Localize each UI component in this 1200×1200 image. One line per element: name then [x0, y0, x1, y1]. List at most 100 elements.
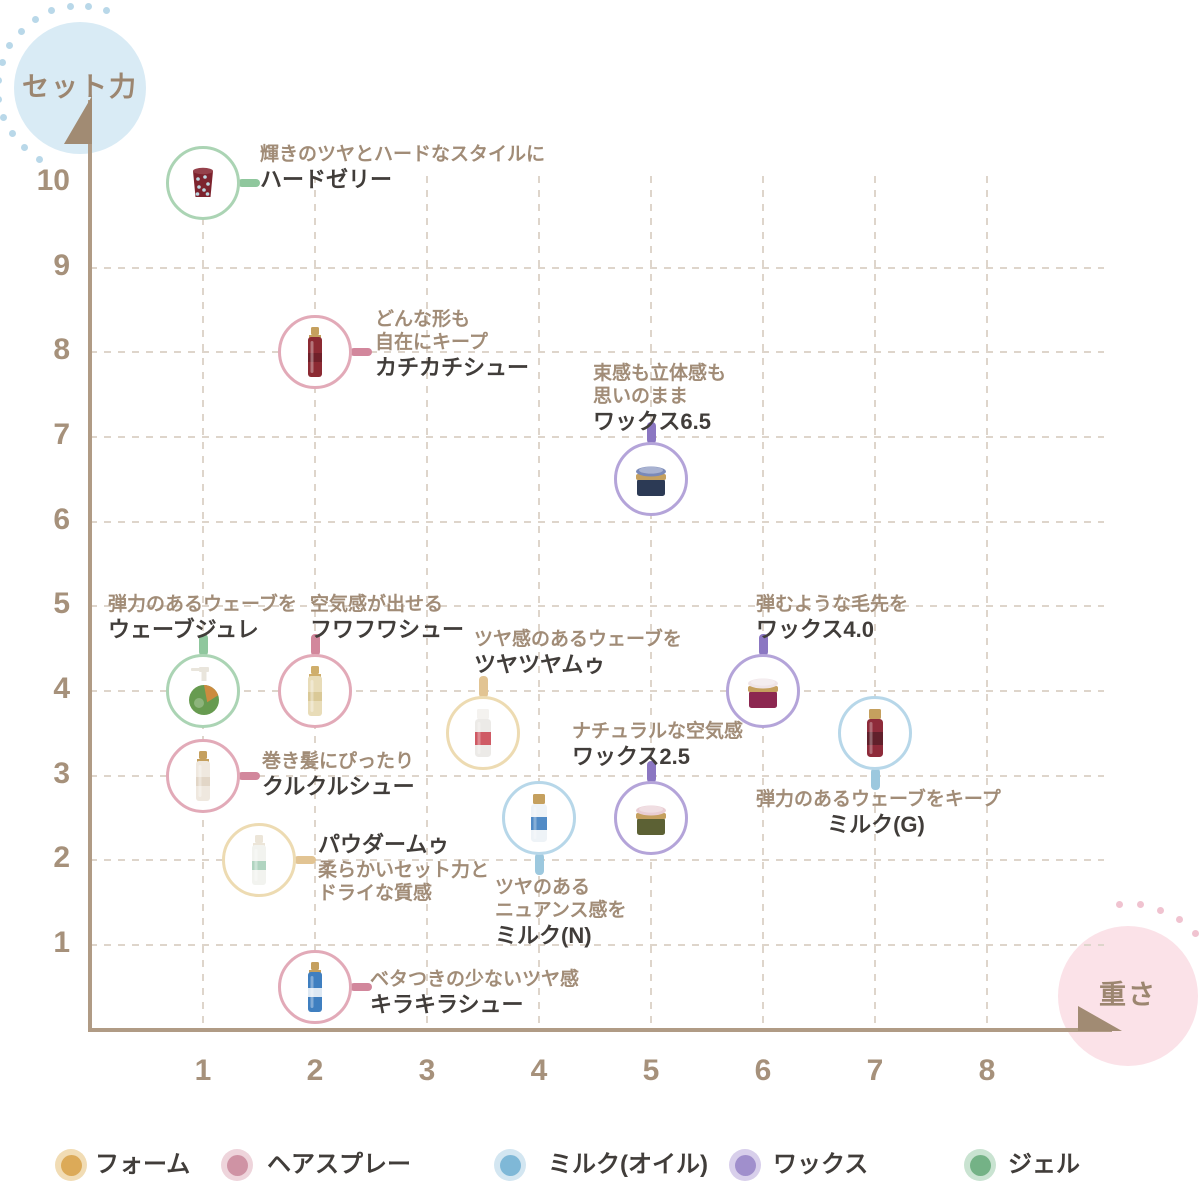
product-name: ウェーブジュレ — [108, 616, 259, 642]
product-desc: 弾力のあるウェーブを — [108, 593, 297, 615]
product-name: ツヤツヤムゥ — [474, 652, 606, 678]
decorative-dot — [66, 3, 74, 11]
y-tick-label: 10 — [36, 164, 70, 197]
product-label: 弾むような毛先を ワックス4.0 — [756, 593, 908, 644]
product-marker — [726, 653, 800, 728]
decorative-dot — [1191, 929, 1199, 937]
y-tick-label: 9 — [53, 248, 70, 282]
label-connector — [758, 633, 768, 656]
decorative-dot — [103, 6, 111, 14]
y-tick-label: 7 — [53, 417, 70, 451]
product-name: フワフワシュー — [310, 616, 465, 642]
y-tick-label: 1 — [53, 925, 70, 959]
product-marker — [614, 442, 688, 517]
product-desc: 自在にキープ — [375, 332, 488, 354]
label-connector — [870, 768, 880, 791]
product-marker — [278, 950, 352, 1025]
legend-label: フォーム — [95, 1151, 191, 1178]
grid-line-vertical — [650, 176, 652, 1028]
x-axis-bubble: 重さ — [1058, 926, 1198, 1066]
product-label: ナチュラルな空気感 ワックス2.5 — [572, 720, 743, 771]
product-desc: 束感も立体感も — [593, 363, 727, 385]
x-tick-label: 2 — [306, 1054, 324, 1087]
product-label: 空気感が出せる フワフワシュー — [310, 593, 464, 644]
x-tick-label: 4 — [530, 1054, 548, 1087]
decorative-dot — [0, 59, 6, 67]
decorative-dot — [0, 77, 2, 85]
decorative-dot — [35, 155, 43, 163]
legend-dot — [734, 1154, 756, 1176]
product-label: 束感も立体感も 思いのまま ワックス6.5 — [593, 362, 726, 436]
label-connector — [294, 856, 316, 865]
y-tick-label: 6 — [53, 502, 70, 536]
label-connector — [478, 676, 488, 699]
legend-label: ミルク(オイル) — [548, 1151, 708, 1178]
label-connector — [238, 179, 260, 187]
product-name: キラキラシュー — [370, 992, 524, 1018]
legend-label: ワックス — [773, 1151, 869, 1178]
bottle-icon — [531, 793, 547, 842]
x-tick-label: 6 — [754, 1054, 772, 1087]
legend-dot-ring — [729, 1149, 761, 1181]
y-tick-label: 5 — [53, 587, 70, 621]
label-connector — [646, 760, 656, 783]
product-label: 巻き髪にぴったり クルクルシュー — [262, 750, 415, 801]
y-axis-line — [88, 100, 92, 1032]
product-marker — [166, 653, 240, 728]
legend-label: ヘアスプレー — [267, 1151, 411, 1178]
grid-line-horizontal — [90, 266, 1104, 269]
product-marker — [278, 315, 352, 390]
product-label: ツヤのある ニュアンス感を ミルク(N) — [495, 876, 626, 950]
label-connector — [198, 633, 208, 656]
product-label: ツヤ感のあるウェーブを ツヤツヤムゥ — [474, 628, 682, 679]
y-tick-label: 2 — [53, 841, 70, 875]
x-tick-label: 7 — [866, 1054, 884, 1087]
decorative-dot — [85, 2, 93, 10]
product-name: クルクルシュー — [262, 773, 415, 799]
product-desc: ニュアンス感を — [495, 899, 627, 921]
product-marker — [166, 738, 240, 813]
label-connector — [534, 852, 544, 875]
x-axis-label: 重さ — [1099, 979, 1157, 1010]
x-tick-label: 8 — [978, 1054, 996, 1087]
grid-line-vertical — [986, 176, 988, 1028]
product-label: 弾力のあるウェーブをキープ ミルク(G) — [756, 788, 1001, 839]
product-name: カチカチシュー — [375, 355, 530, 381]
product-desc: ナチュラルな空気感 — [572, 720, 744, 742]
spray-can-icon — [308, 327, 322, 378]
bottle-icon — [867, 709, 883, 758]
product-desc: どんな形も — [375, 309, 471, 331]
spray-can-icon — [196, 750, 210, 801]
product-desc: 柔らかいセット力と — [318, 860, 490, 882]
product-marker — [614, 780, 688, 855]
product-marker — [446, 696, 520, 771]
jelly-cup-icon — [193, 167, 213, 197]
decorative-dot — [0, 95, 3, 103]
y-tick-label: 3 — [53, 756, 70, 790]
decorative-dot — [1116, 900, 1124, 908]
legend-dot-ring — [964, 1149, 996, 1181]
product-label: ベタつきの少ないツヤ感 キラキラシュー — [370, 968, 579, 1019]
y-tick-label: 8 — [53, 333, 70, 367]
wax-jar-icon — [636, 466, 666, 497]
product-desc: ツヤのある — [495, 876, 591, 898]
decorative-dot — [48, 7, 56, 15]
x-tick-label: 1 — [194, 1054, 212, 1087]
decorative-dot — [1137, 901, 1145, 909]
product-label: どんな形も 自在にキープ カチカチシュー — [375, 308, 529, 382]
product-name: ミルク(N) — [495, 922, 592, 948]
label-connector — [238, 771, 260, 780]
product-label: 弾力のあるウェーブを ウェーブジュレ — [108, 593, 297, 644]
decorative-dot — [6, 42, 14, 50]
grid-line-horizontal — [90, 774, 1104, 777]
grid-line-horizontal — [90, 859, 1104, 862]
legend-label: ジェル — [1008, 1151, 1080, 1178]
legend-dot-ring — [55, 1149, 87, 1181]
legend-dot — [226, 1154, 248, 1176]
decorative-dot — [1175, 916, 1183, 924]
product-name: ハードゼリー — [260, 167, 393, 192]
product-desc: ツヤ感のあるウェーブを — [474, 629, 682, 651]
spray-can-icon — [252, 835, 266, 886]
label-connector — [350, 348, 372, 357]
